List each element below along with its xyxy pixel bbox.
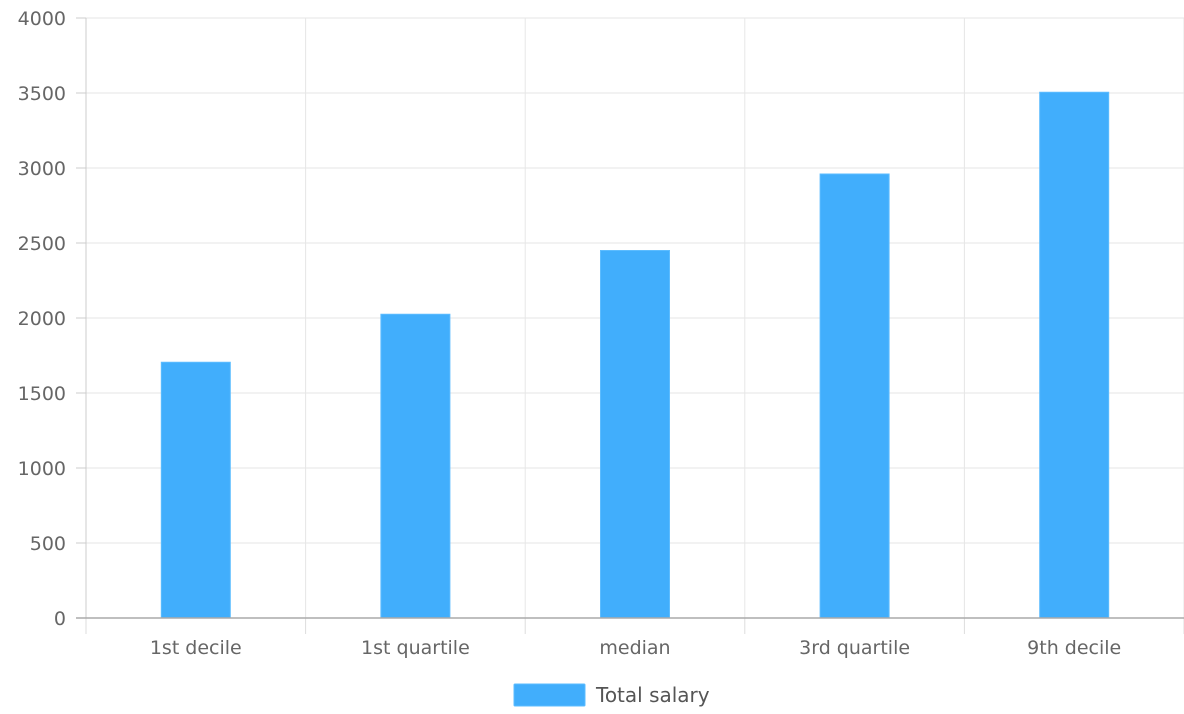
bar-median[interactable] (600, 250, 670, 619)
y-tick-label: 1000 (18, 458, 66, 480)
legend[interactable]: Total salary (513, 683, 710, 707)
y-tick-label: 3500 (18, 83, 66, 105)
bars (160, 91, 1110, 619)
legend-label[interactable]: Total salary (595, 683, 710, 707)
x-tick-label: 1st decile (150, 637, 242, 659)
x-axis-labels: 1st decile 1st quartile median 3rd quartile… (150, 637, 1121, 659)
y-tick-label: 3000 (18, 158, 66, 180)
bar-9th-decile[interactable] (1039, 91, 1110, 619)
bar-1st-quartile[interactable] (380, 313, 451, 619)
axes (76, 18, 1184, 634)
y-tick-label: 1500 (18, 383, 66, 405)
bar-1st-decile[interactable] (160, 361, 231, 619)
y-tick-label: 2500 (18, 233, 66, 255)
x-tick-label: 3rd quartile (799, 637, 910, 659)
x-tick-label: median (599, 637, 670, 659)
y-tick-label: 4000 (18, 8, 66, 30)
x-tick-label: 9th decile (1027, 637, 1121, 659)
y-tick-label: 0 (54, 608, 66, 630)
x-tick-label: 1st quartile (361, 637, 470, 659)
y-axis-ticks: 0 500 1000 1500 2000 2500 3000 3500 4000 (18, 8, 86, 630)
grid-lines (85, 17, 1184, 618)
y-tick-label: 2000 (18, 308, 66, 330)
y-tick-label: 500 (30, 533, 66, 555)
bar-3rd-quartile[interactable] (819, 173, 890, 619)
legend-swatch[interactable] (513, 683, 586, 707)
